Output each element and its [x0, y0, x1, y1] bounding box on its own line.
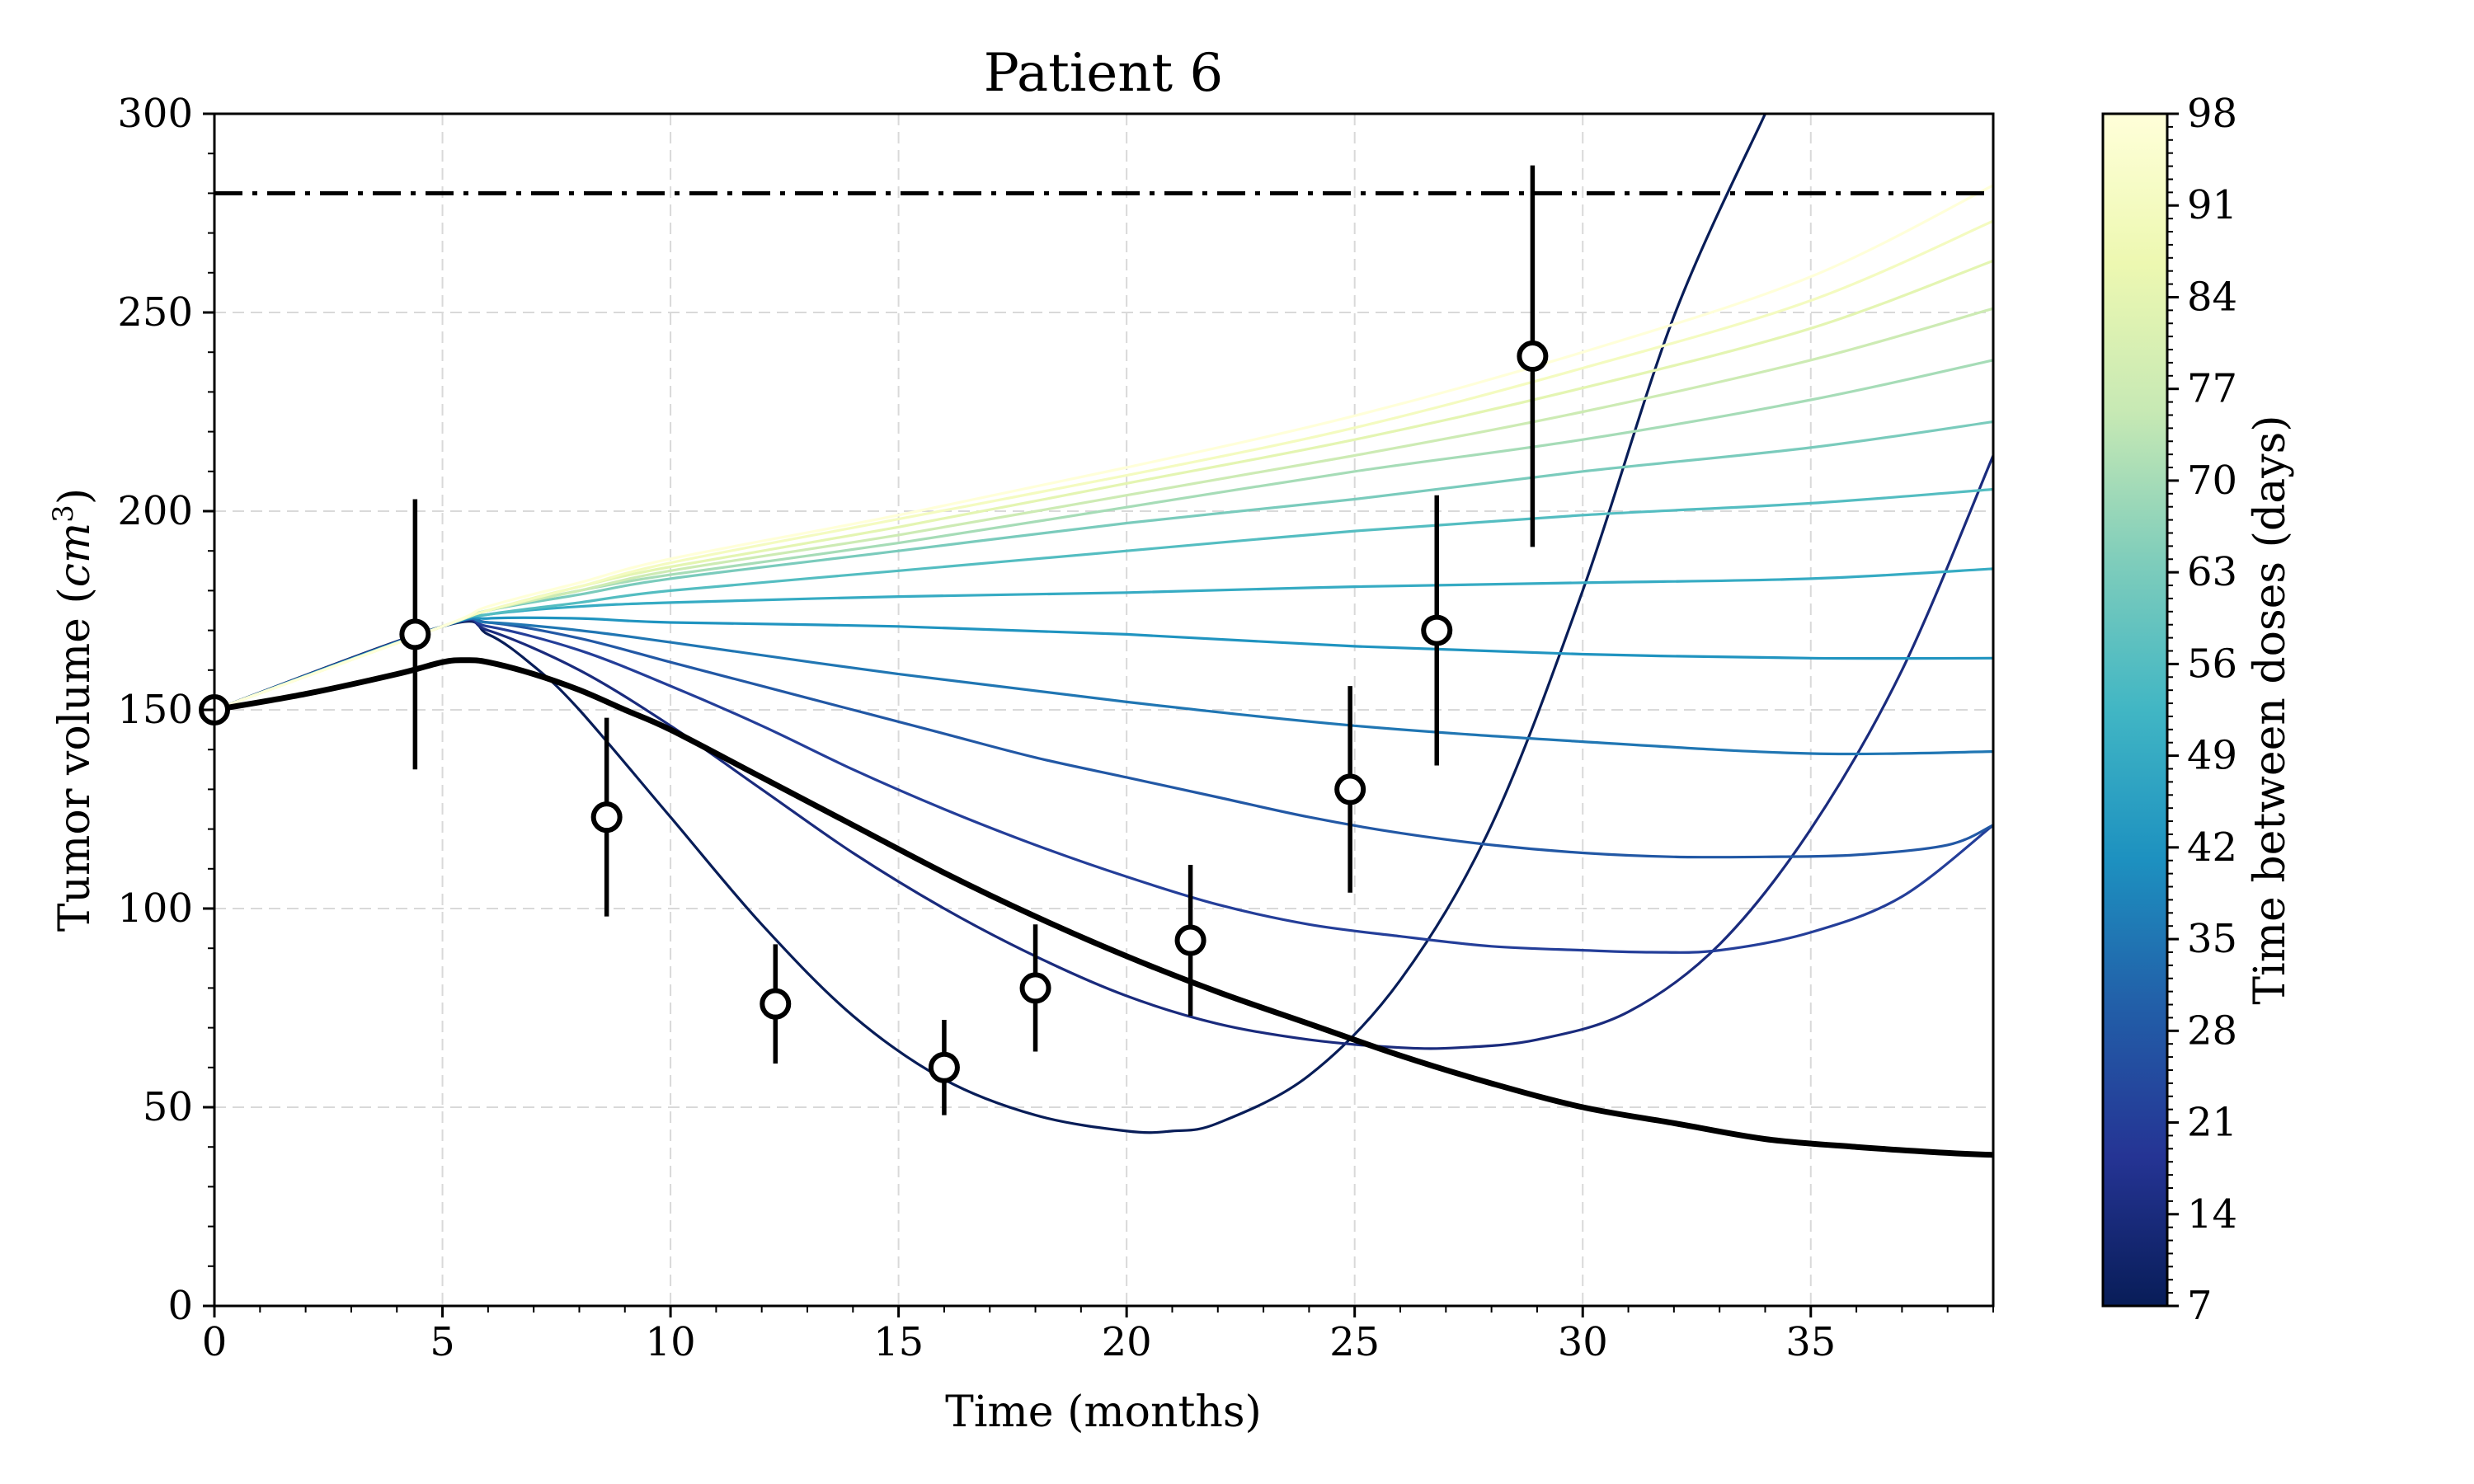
data-point-3: [760, 988, 792, 1020]
y-tick-label: 0: [167, 1283, 193, 1329]
x-tick-label: 20: [1102, 1319, 1152, 1365]
data-point-2: [590, 801, 623, 834]
colorbar-tick-label: 49: [2187, 733, 2237, 779]
colorbar: [2101, 112, 2169, 1308]
series-line-14-days: [214, 454, 1993, 1050]
y-axis-label-unit-exp: 3: [47, 505, 80, 523]
colorbar-label: Time between doses (days): [2246, 415, 2295, 1004]
colorbar-tick-label: 56: [2187, 641, 2237, 687]
data-point-1: [399, 618, 431, 650]
data-point-7: [1334, 773, 1366, 805]
y-tick-label: 100: [117, 885, 193, 932]
colorbar-tick-label: 28: [2187, 1007, 2237, 1054]
data-point-9: [1517, 340, 1549, 373]
y-axis-label: Tumor volume (cm3): [47, 488, 100, 932]
x-tick-label: 30: [1558, 1319, 1608, 1365]
series-line-98-days: [214, 184, 1993, 711]
colorbar-tick-label: 70: [2187, 458, 2237, 504]
colorbar-tick-label: 7: [2187, 1283, 2213, 1329]
y-axis-label-text: Tumor volume: [50, 618, 100, 932]
y-axis: 0 50 100 150 200 250 300: [117, 91, 214, 1329]
x-tick-label: 25: [1329, 1319, 1380, 1365]
colorbar-tick-label: 77: [2187, 366, 2237, 412]
series-line-56-days: [214, 487, 1993, 711]
series-lines: [214, 114, 1993, 1134]
series-line-49-days: [214, 567, 1993, 711]
y-tick-label: 150: [117, 687, 193, 733]
colorbar-tick-label: 98: [2187, 91, 2237, 137]
y-tick-label: 300: [117, 91, 193, 137]
series-line-42-days: [214, 616, 1993, 711]
colorbar-tick-label: 14: [2187, 1191, 2237, 1237]
colorbar-tick-label: 91: [2187, 182, 2237, 228]
series-line-91-days: [214, 219, 1993, 711]
series-line-21-days: [214, 618, 1993, 954]
y-tick-label: 200: [117, 488, 193, 534]
y-tick-label: 250: [117, 289, 193, 336]
series-line-7-days: [214, 114, 1766, 1134]
colorbar-ticks: 7 14 21 28 35 42 49 56 63 70 77 84 91 98: [2167, 91, 2237, 1329]
colorbar-tick-label: 42: [2187, 824, 2237, 871]
fit-line: [214, 657, 1993, 1158]
x-tick-label: 15: [873, 1319, 924, 1365]
x-tick-label: 35: [1785, 1319, 1836, 1365]
series-line-35-days: [214, 617, 1993, 756]
model-fit: [214, 657, 1993, 1158]
observations: [199, 165, 1549, 1115]
data-point-4: [928, 1051, 960, 1083]
x-axis-label: Time (months): [945, 1388, 1262, 1437]
data-point-6: [1174, 924, 1206, 956]
colorbar-tick-label: 63: [2187, 549, 2237, 595]
chart-title: Patient 6: [984, 43, 1223, 104]
colorbar-tick-label: 35: [2187, 916, 2237, 962]
y-tick-label: 50: [143, 1084, 193, 1130]
x-tick-label: 10: [646, 1319, 696, 1365]
y-axis-label-unit: cm: [50, 523, 100, 587]
series-line-77-days: [214, 307, 1993, 711]
colorbar-tick-label: 84: [2187, 274, 2237, 320]
series-line-28-days: [214, 617, 1993, 859]
data-point-5: [1019, 972, 1051, 1004]
series-line-63-days: [214, 420, 1993, 711]
x-tick-label: 0: [202, 1319, 228, 1365]
data-point-8: [1421, 614, 1453, 646]
x-axis: 0 5 10 15 20 25 30 35: [202, 1306, 1994, 1365]
colorbar-tick-label: 21: [2187, 1100, 2237, 1146]
x-tick-label: 5: [430, 1319, 455, 1365]
